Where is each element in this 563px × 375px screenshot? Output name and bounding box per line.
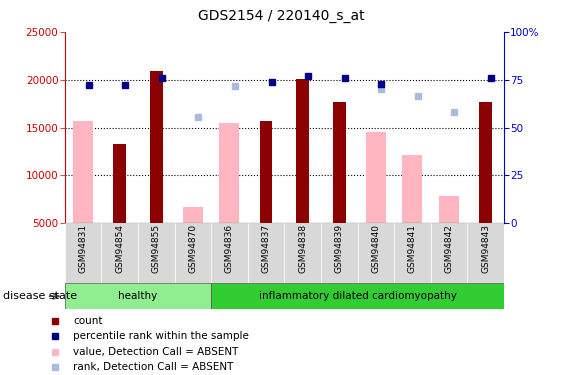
Text: rank, Detection Call = ABSENT: rank, Detection Call = ABSENT bbox=[73, 362, 233, 372]
Text: GSM94836: GSM94836 bbox=[225, 224, 234, 273]
FancyBboxPatch shape bbox=[211, 223, 248, 283]
Text: GSM94841: GSM94841 bbox=[408, 224, 417, 273]
Bar bbox=[211, 283, 504, 309]
Bar bbox=[260, 121, 272, 223]
FancyBboxPatch shape bbox=[431, 223, 467, 283]
Bar bbox=[439, 196, 459, 223]
Text: GDS2154 / 220140_s_at: GDS2154 / 220140_s_at bbox=[198, 9, 365, 23]
Bar bbox=[220, 123, 239, 223]
FancyBboxPatch shape bbox=[248, 223, 284, 283]
FancyBboxPatch shape bbox=[101, 223, 138, 283]
Text: GSM94839: GSM94839 bbox=[335, 224, 343, 273]
Text: healthy: healthy bbox=[118, 291, 158, 301]
Bar bbox=[366, 132, 386, 223]
Text: GSM94837: GSM94837 bbox=[262, 224, 270, 273]
FancyBboxPatch shape bbox=[175, 223, 211, 283]
Text: GSM94840: GSM94840 bbox=[372, 224, 380, 273]
Bar bbox=[183, 207, 203, 223]
Bar bbox=[65, 283, 211, 309]
Text: GSM94843: GSM94843 bbox=[481, 224, 490, 273]
FancyBboxPatch shape bbox=[467, 223, 504, 283]
FancyBboxPatch shape bbox=[321, 223, 358, 283]
FancyBboxPatch shape bbox=[65, 223, 101, 283]
Text: GSM94854: GSM94854 bbox=[115, 224, 124, 273]
Text: GSM94831: GSM94831 bbox=[79, 224, 87, 273]
Text: GSM94842: GSM94842 bbox=[445, 224, 453, 273]
FancyBboxPatch shape bbox=[394, 223, 431, 283]
Bar bbox=[479, 102, 492, 223]
Bar bbox=[403, 155, 422, 223]
FancyBboxPatch shape bbox=[358, 223, 394, 283]
Text: disease state: disease state bbox=[3, 291, 77, 301]
Bar bbox=[150, 71, 163, 223]
Bar bbox=[296, 79, 309, 223]
Text: GSM94870: GSM94870 bbox=[189, 224, 197, 273]
Text: GSM94838: GSM94838 bbox=[298, 224, 307, 273]
FancyBboxPatch shape bbox=[284, 223, 321, 283]
Text: value, Detection Call = ABSENT: value, Detection Call = ABSENT bbox=[73, 347, 238, 357]
Bar bbox=[113, 144, 126, 223]
Text: count: count bbox=[73, 316, 102, 326]
Text: inflammatory dilated cardiomyopathy: inflammatory dilated cardiomyopathy bbox=[258, 291, 457, 301]
Bar bbox=[73, 121, 93, 223]
FancyBboxPatch shape bbox=[138, 223, 175, 283]
Text: percentile rank within the sample: percentile rank within the sample bbox=[73, 332, 249, 341]
Text: GSM94855: GSM94855 bbox=[152, 224, 160, 273]
Bar bbox=[333, 102, 346, 223]
